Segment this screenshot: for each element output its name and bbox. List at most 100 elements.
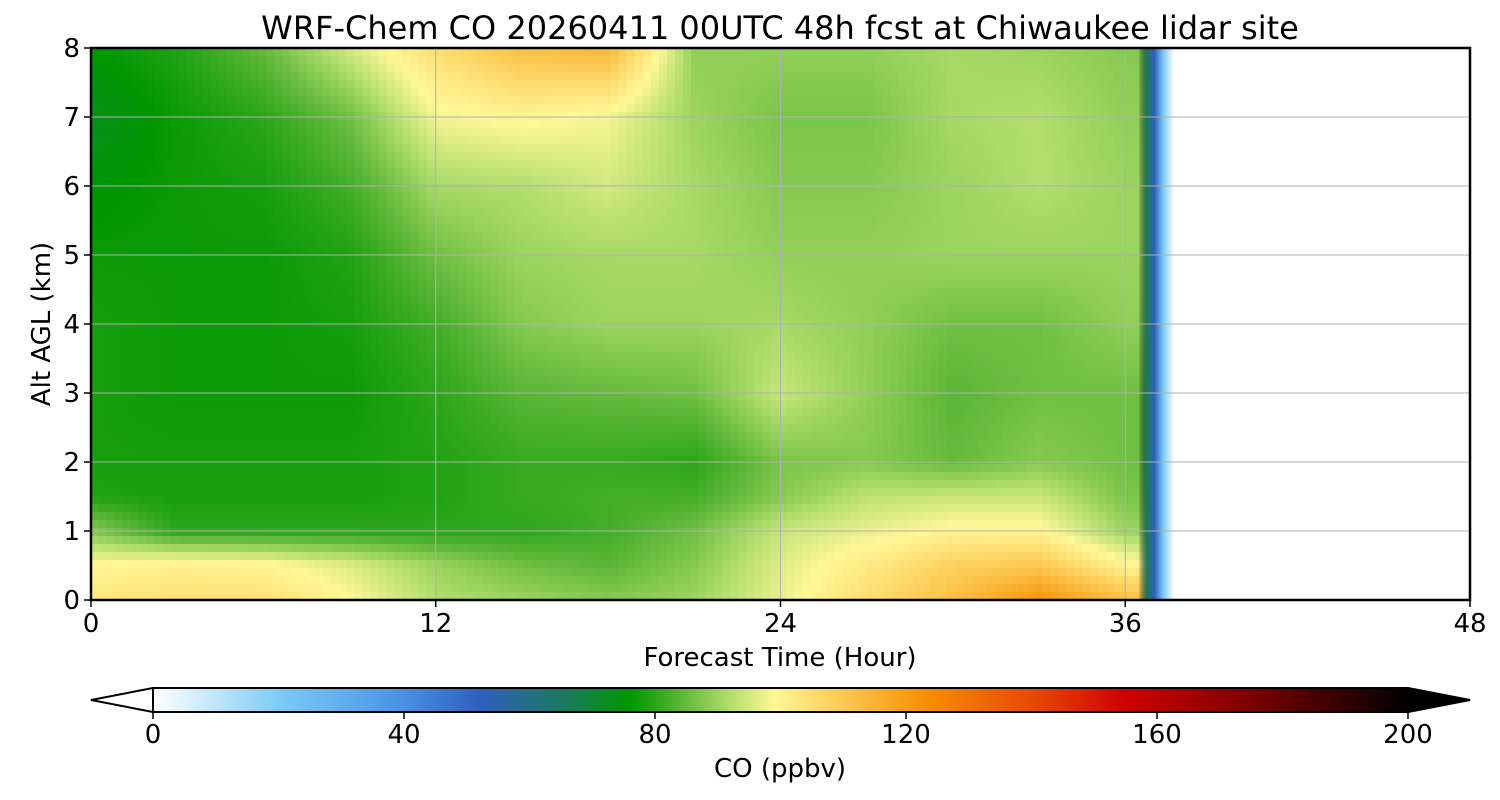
heat-cell [475, 104, 484, 113]
heat-cell [523, 240, 532, 249]
heat-cell [595, 72, 604, 81]
heat-cell [675, 112, 684, 121]
heat-cell [91, 208, 100, 217]
heat-cell [563, 336, 572, 345]
heat-cell [99, 48, 108, 57]
heat-cell [1099, 296, 1108, 305]
heat-cell [755, 136, 764, 145]
heat-cell [851, 56, 860, 65]
heat-cell [243, 152, 252, 161]
heat-cell [139, 176, 148, 185]
heat-cell [1019, 184, 1028, 193]
heat-cell [147, 56, 156, 65]
heat-cell [651, 88, 660, 97]
heat-cell [283, 248, 292, 257]
heat-cell [179, 336, 188, 345]
heat-cell [475, 160, 484, 169]
heat-cell [147, 328, 156, 337]
heat-cell [819, 256, 828, 265]
heat-cell [395, 168, 404, 177]
heat-cell [1131, 168, 1140, 177]
heat-cell [275, 288, 284, 297]
heat-cell [483, 88, 492, 97]
heat-cell [939, 192, 948, 201]
heat-cell [819, 240, 828, 249]
heat-cell [675, 128, 684, 137]
heat-cell [859, 168, 868, 177]
heat-cell [691, 184, 700, 193]
heat-cell [379, 208, 388, 217]
heat-cell [427, 184, 436, 193]
heat-cell [243, 200, 252, 209]
heat-cell [1051, 168, 1060, 177]
heat-cell [139, 56, 148, 65]
heat-cell [667, 208, 676, 217]
heat-cell [283, 96, 292, 105]
heat-cell [203, 208, 212, 217]
heat-cell [779, 144, 788, 153]
heat-cell [675, 184, 684, 193]
heat-cell [371, 328, 380, 337]
heat-cell [571, 88, 580, 97]
heat-cell [475, 168, 484, 177]
heat-cell [1075, 304, 1084, 313]
heat-cell [435, 80, 444, 89]
heat-cell [347, 312, 356, 321]
heat-cell [339, 96, 348, 105]
heat-cell [339, 232, 348, 241]
heat-cell [1011, 136, 1020, 145]
heat-cell [891, 272, 900, 281]
heat-cell [123, 104, 132, 113]
heat-cell [387, 336, 396, 345]
heat-cell [947, 64, 956, 73]
heat-cell [835, 112, 844, 121]
heat-cell [699, 264, 708, 273]
heat-cell [187, 248, 196, 257]
heat-cell [851, 48, 860, 57]
heat-cell [811, 232, 820, 241]
heat-cell [883, 280, 892, 289]
heat-cell [563, 296, 572, 305]
heat-cell [731, 176, 740, 185]
heat-cell [731, 160, 740, 169]
heat-cell [211, 128, 220, 137]
heat-cell [403, 128, 412, 137]
heat-cell [867, 272, 876, 281]
heat-cell [1083, 56, 1092, 65]
heat-cell [923, 72, 932, 81]
heat-cell [387, 344, 396, 353]
heat-cell [403, 232, 412, 241]
heat-cell [715, 216, 724, 225]
heat-cell [939, 88, 948, 97]
heat-cell [291, 72, 300, 81]
heat-cell [1075, 248, 1084, 257]
heat-cell [1035, 192, 1044, 201]
heat-cell [1067, 192, 1076, 201]
heat-cell [483, 112, 492, 121]
heat-cell [99, 120, 108, 129]
heat-cell [283, 120, 292, 129]
heat-cell [1083, 240, 1092, 249]
heat-cell [171, 272, 180, 281]
heat-cell [779, 192, 788, 201]
heat-cell [475, 224, 484, 233]
heat-cell [331, 176, 340, 185]
heat-cell [627, 288, 636, 297]
heat-cell [507, 96, 516, 105]
heat-cell [611, 256, 620, 265]
heat-cell [451, 264, 460, 273]
heat-cell [211, 160, 220, 169]
heat-cell [899, 184, 908, 193]
heat-cell [947, 56, 956, 65]
heat-cell [411, 304, 420, 313]
heat-cell [763, 112, 772, 121]
heat-cell [619, 264, 628, 273]
heat-cell [915, 136, 924, 145]
heat-cell [987, 336, 996, 345]
heat-cell [403, 184, 412, 193]
heat-cell [699, 192, 708, 201]
heat-cell [355, 128, 364, 137]
heat-cell [587, 96, 596, 105]
heat-cell [467, 240, 476, 249]
heat-cell [635, 96, 644, 105]
